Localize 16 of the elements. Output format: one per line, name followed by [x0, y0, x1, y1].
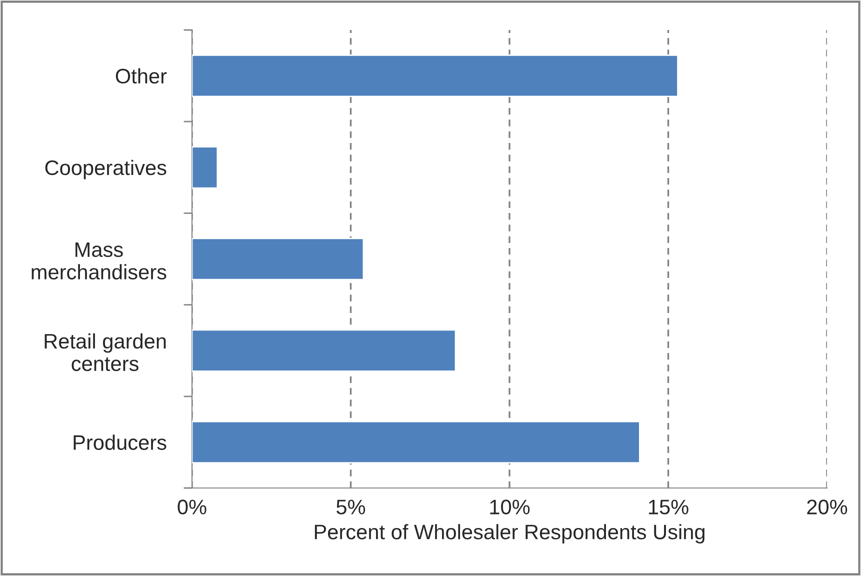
x-tick-label: 0%	[178, 500, 206, 514]
y-tick-label: Cooperatives	[45, 160, 166, 180]
bar	[192, 238, 364, 280]
x-tick-label: 15%	[648, 500, 688, 514]
x-tick-label: 5%	[336, 500, 366, 514]
bar	[192, 54, 678, 98]
y-tick-label: Producers	[74, 434, 166, 450]
y-tick-label: Retail garden centers	[44, 333, 166, 372]
x-axis-title: Percent of Wholesaler Respondents Using	[314, 524, 704, 544]
y-tick-label: Mass merchandisers	[32, 242, 166, 280]
bar	[192, 146, 218, 189]
y-tick-label: Other	[116, 68, 167, 84]
x-tick-label: 10%	[490, 500, 530, 514]
x-tick-label: 20%	[807, 500, 848, 514]
bar	[192, 420, 640, 464]
bar	[192, 329, 456, 372]
